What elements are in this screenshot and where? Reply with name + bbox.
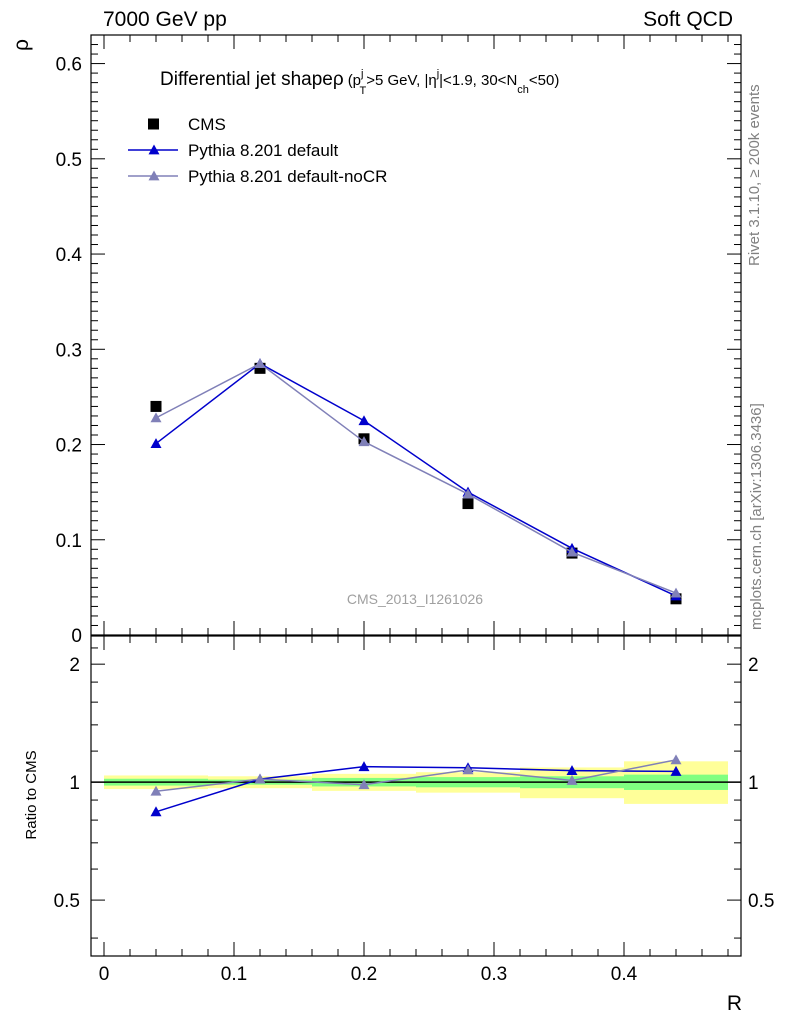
data-point-pythia-8-201-default	[150, 438, 162, 448]
ratio-point-pythia-8-201-default-nocr	[358, 779, 370, 790]
header-energy-label: 7000 GeV pp	[103, 8, 227, 31]
x-tick-label: 0	[99, 964, 110, 985]
main-y-tick-label: 0	[71, 626, 82, 647]
data-point-pythia-8-201-default	[358, 415, 370, 426]
data-point-cms	[462, 498, 474, 510]
series-line-pythia-8-201-default-nocr	[155, 362, 677, 594]
series-line-pythia-8-201-default	[155, 362, 677, 597]
ratio-y-tick-label-right: 2	[748, 655, 759, 676]
main-plot-frame: 0 0.1 0.2 0.3 0.4 0.5 0.6	[56, 34, 742, 647]
data-point-cms	[150, 400, 162, 412]
main-y-tick-label: 0.2	[56, 436, 82, 457]
data-point-pythia-8-201-default-nocr	[566, 546, 578, 557]
main-plot-marks	[150, 358, 682, 605]
ratio-point-pythia-8-201-default-nocr	[566, 774, 578, 785]
legend-marker-cms	[148, 118, 159, 130]
y-axis-label-ratio: Ratio to CMS	[23, 750, 40, 839]
data-point-pythia-8-201-default-nocr	[462, 488, 474, 499]
data-point-pythia-8-201-default-nocr	[254, 358, 266, 368]
ratio-line-pythia-8-201-default-nocr	[155, 759, 677, 792]
ratio-y-tick-label: 1	[69, 773, 80, 794]
legend: CMS Pythia 8.201 default Pythia 8.201 defa…	[128, 115, 387, 186]
legend-label-pythia-8-201-default: Pythia 8.201 default	[188, 141, 339, 160]
ratio-y-tick-label-right: 1	[748, 773, 759, 794]
legend-label-cms: CMS	[188, 115, 226, 134]
ratio-point-pythia-8-201-default-nocr	[254, 773, 266, 784]
legend-marker-pythia-8-201-default-nocr	[148, 170, 160, 181]
data-point-cms	[254, 362, 266, 374]
analysis-watermark: CMS_2013_I1261026	[347, 591, 483, 607]
legend-marker-pythia-8-201-default	[148, 144, 160, 155]
x-tick-label: 0.4	[611, 964, 638, 985]
main-y-tick-label: 0.1	[56, 531, 82, 552]
x-tick-label: 0.2	[351, 964, 377, 985]
main-y-tick-label: 0.5	[56, 150, 82, 171]
ratio-line-pythia-8-201-default	[155, 765, 677, 813]
x-axis-label: R	[727, 992, 742, 1015]
y-axis-label-main: ρ	[10, 39, 33, 51]
ratio-point-pythia-8-201-default	[150, 806, 162, 817]
main-y-tick-label: 0.6	[56, 55, 82, 76]
plot-title: Differential jet shapeρ (pj T>5 GeV, |ηj|<…	[160, 68, 559, 97]
x-tick-label: 0.1	[221, 964, 247, 985]
data-point-pythia-8-201-default-nocr	[358, 436, 370, 447]
ratio-point-pythia-8-201-default	[670, 765, 682, 776]
legend-label-pythia-8-201-default-nocr: Pythia 8.201 default-noCR	[188, 167, 387, 186]
ratio-plot-marks	[91, 754, 741, 817]
ratio-point-pythia-8-201-default-nocr	[150, 785, 162, 796]
ratio-point-pythia-8-201-default	[358, 761, 370, 772]
ratio-y-tick-label-right: 0.5	[748, 891, 774, 912]
header-category-label: Soft QCD	[643, 8, 733, 31]
main-y-tick-label: 0.3	[56, 340, 82, 361]
data-point-pythia-8-201-default-nocr	[670, 587, 682, 598]
ratio-y-tick-label: 0.5	[54, 891, 80, 912]
ratio-point-pythia-8-201-default-nocr	[462, 764, 474, 775]
main-y-tick-label: 0.4	[56, 245, 83, 266]
ratio-plot-frame: 0 0.1 0.2 0.3 0.4 0.5 0.5 1 1 2 2	[54, 635, 774, 985]
x-tick-label: 0.3	[481, 964, 507, 985]
data-point-pythia-8-201-default-nocr	[150, 412, 162, 423]
ratio-point-pythia-8-201-default	[566, 765, 578, 776]
ratio-point-pythia-8-201-default-nocr	[670, 754, 682, 765]
ratio-y-tick-label: 2	[69, 655, 80, 676]
